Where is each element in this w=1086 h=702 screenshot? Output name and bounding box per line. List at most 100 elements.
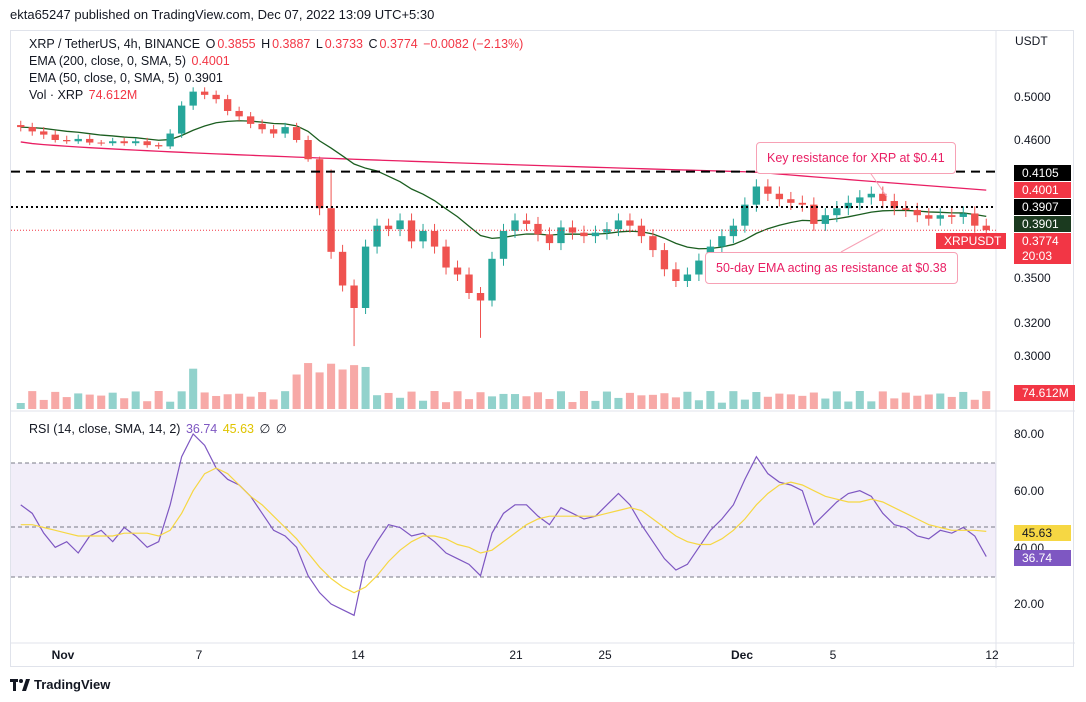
volume-bar — [373, 395, 382, 409]
candle — [86, 134, 94, 146]
volume-bar — [476, 392, 485, 409]
candle — [810, 197, 818, 231]
candle — [74, 134, 82, 144]
candle-body — [453, 267, 462, 275]
time-tick-label: 7 — [196, 648, 203, 662]
volume-bar — [556, 391, 565, 409]
candle-body — [695, 260, 703, 275]
volume-bar — [568, 402, 577, 409]
candle-body — [637, 225, 646, 237]
chart-container[interactable]: 0.5000 0.4600 0.3500 0.3200 0.3000 80.00 60.00… — [10, 30, 1075, 668]
volume-bar — [844, 401, 853, 409]
candle-body — [752, 186, 761, 205]
candle — [683, 267, 692, 287]
candle-body — [442, 246, 450, 268]
last-price-badge: 0.3774 — [1014, 233, 1071, 249]
callout-pointer — [868, 170, 888, 198]
volume-bar — [947, 396, 956, 409]
price-tick-label: 0.3000 — [1014, 349, 1051, 363]
rsi-hidden-2: ∅ — [275, 422, 287, 436]
chart-canvas[interactable]: 0.5000 0.4600 0.3500 0.3200 0.3000 80.00 60.00… — [11, 31, 1075, 668]
candle-body — [672, 269, 680, 281]
price-badge-0.3907: 0.3907 — [1014, 199, 1071, 215]
volume-bar — [878, 391, 887, 409]
candle-body — [384, 225, 393, 230]
volume-bar — [62, 397, 71, 409]
rsi-ma-badge: 45.63 — [1014, 525, 1071, 541]
volume-bar — [143, 401, 152, 409]
candle-body — [764, 186, 772, 194]
candle — [695, 253, 703, 281]
volume-bar — [419, 400, 428, 409]
candle — [649, 229, 657, 258]
candle — [166, 129, 174, 149]
volume-bar — [28, 391, 37, 409]
candle-body — [292, 127, 301, 140]
high-value: 0.3887 — [272, 37, 311, 51]
candle-body — [74, 138, 82, 142]
candle-body — [971, 213, 979, 226]
candle — [17, 120, 25, 132]
candle — [453, 260, 462, 281]
close-label: C — [368, 37, 378, 51]
candle-body — [189, 91, 197, 106]
volume-bar — [637, 395, 646, 409]
low-label: L — [315, 37, 323, 51]
candle-body — [430, 230, 439, 247]
candle — [315, 156, 324, 216]
candle-body — [361, 246, 370, 308]
time-tick-label: 12 — [985, 648, 999, 662]
key-resistance-callout[interactable]: Key resistance for XRP at $0.41 — [756, 142, 956, 174]
candle-body — [982, 225, 990, 231]
candle — [890, 193, 898, 216]
candle — [51, 130, 59, 143]
candle-body — [373, 225, 381, 247]
candle — [925, 208, 933, 226]
ema-resistance-callout[interactable]: 50-day EMA acting as resistance at $0.38 — [705, 252, 958, 284]
open-value: 0.3855 — [217, 37, 256, 51]
candle — [154, 142, 163, 149]
candle — [109, 137, 117, 146]
footer[interactable]: TradingView — [10, 677, 110, 692]
volume-bar — [453, 391, 462, 409]
volume-bar — [706, 391, 715, 409]
volume-bar — [39, 399, 48, 409]
candle — [971, 206, 979, 233]
volume-bar — [890, 398, 899, 409]
volume-bar — [775, 393, 784, 409]
rsi-ma-line — [20, 467, 987, 594]
candle-body — [856, 197, 864, 203]
volume-bar — [671, 397, 680, 409]
candle — [637, 218, 646, 244]
volume-bar — [327, 363, 336, 409]
candle-body — [775, 193, 784, 200]
candle-body — [890, 201, 898, 209]
high-label: H — [261, 37, 271, 51]
candle-body — [396, 220, 404, 230]
volume-bar — [510, 394, 520, 409]
ema50-value: 0.3901 — [184, 71, 223, 85]
candle — [902, 201, 910, 217]
volume-bar — [430, 391, 439, 409]
volume-legend: Vol · XRP 74.612M — [29, 87, 139, 103]
candle-body — [522, 220, 531, 224]
candle-body — [603, 229, 611, 233]
time-tick-label: Dec — [731, 648, 753, 662]
candle-body — [200, 91, 209, 95]
volume-bar — [901, 392, 910, 409]
candle-body — [315, 159, 324, 209]
candle — [856, 190, 864, 210]
currency-label[interactable]: USDT — [1015, 34, 1048, 48]
candle-body — [269, 129, 278, 134]
volume-bar — [740, 399, 749, 409]
candle-body — [350, 285, 358, 308]
candle-body — [132, 141, 140, 144]
candle — [338, 244, 347, 292]
time-tick-label: Nov — [52, 648, 75, 662]
candle — [867, 186, 875, 205]
volume-bar — [786, 394, 795, 409]
candle — [212, 90, 220, 104]
volume-bar — [924, 394, 933, 409]
tradingview-logo-icon — [10, 678, 30, 691]
candle-body — [902, 208, 910, 210]
